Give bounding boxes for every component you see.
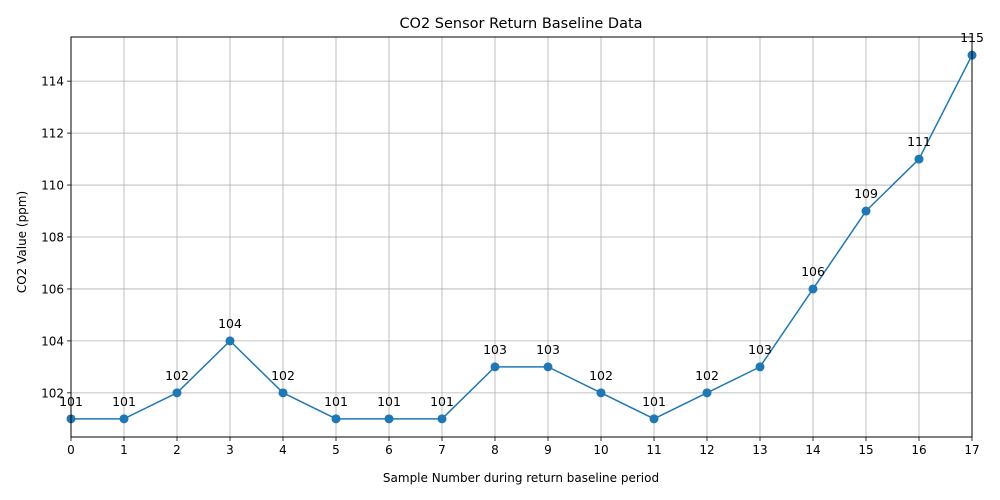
data-label: 102	[589, 368, 613, 383]
data-label: 102	[165, 368, 189, 383]
data-label: 103	[536, 342, 560, 357]
x-tick-label: 6	[385, 443, 393, 457]
data-point	[384, 414, 394, 424]
data-label: 109	[854, 186, 878, 201]
y-tick-label: 106	[41, 282, 64, 296]
data-point	[225, 336, 235, 346]
data-point	[172, 388, 182, 398]
data-label: 101	[377, 394, 401, 409]
y-tick-label: 108	[41, 231, 64, 245]
x-tick-label: 0	[67, 443, 75, 457]
data-label: 102	[271, 368, 295, 383]
data-label: 103	[483, 342, 507, 357]
data-point	[331, 414, 341, 424]
data-point	[278, 388, 288, 398]
data-point	[119, 414, 129, 424]
y-axis-label: CO2 Value (ppm)	[15, 191, 29, 293]
data-point	[808, 284, 818, 294]
x-tick-label: 3	[226, 443, 234, 457]
data-point	[543, 362, 553, 372]
x-tick-label: 13	[752, 443, 767, 457]
axis-ticks: 0 1 2 3 4 5 6 7 8 9 10 11 12 13 14 15 16 1710210410610811…	[41, 75, 980, 457]
data-point	[702, 388, 712, 398]
data-label: 101	[112, 394, 136, 409]
x-tick-label: 17	[964, 443, 979, 457]
series	[66, 50, 977, 424]
y-tick-label: 110	[41, 179, 64, 193]
x-tick-label: 4	[279, 443, 287, 457]
data-point	[914, 154, 924, 164]
x-tick-label: 16	[911, 443, 926, 457]
data-label: 104	[218, 316, 242, 331]
x-tick-label: 12	[699, 443, 714, 457]
data-label: 101	[642, 394, 666, 409]
data-label: 102	[695, 368, 719, 383]
y-tick-label: 104	[41, 334, 64, 348]
chart-title: CO2 Sensor Return Baseline Data	[399, 16, 642, 32]
x-axis-label: Sample Number during return baseline per…	[383, 471, 659, 485]
x-tick-label: 2	[173, 443, 181, 457]
data-label: 111	[907, 134, 931, 149]
x-tick-label: 10	[593, 443, 608, 457]
data-point	[490, 362, 500, 372]
y-tick-label: 112	[41, 127, 64, 141]
data-point	[755, 362, 765, 372]
data-point	[437, 414, 447, 424]
x-tick-label: 11	[646, 443, 661, 457]
data-label: 106	[801, 264, 825, 279]
data-point	[861, 206, 871, 216]
x-tick-label: 1	[120, 443, 128, 457]
x-tick-label: 15	[858, 443, 873, 457]
x-tick-label: 14	[805, 443, 820, 457]
series-line	[71, 54, 973, 420]
data-label: 103	[748, 342, 772, 357]
y-tick-label: 102	[41, 386, 64, 400]
data-point	[649, 414, 659, 424]
x-tick-label: 5	[332, 443, 340, 457]
x-tick-label: 7	[438, 443, 446, 457]
data-label: 101	[324, 394, 348, 409]
y-tick-label: 114	[41, 75, 64, 89]
x-tick-label: 8	[491, 443, 499, 457]
data-point	[596, 388, 606, 398]
x-tick-label: 9	[544, 443, 552, 457]
data-label: 101	[430, 394, 454, 409]
